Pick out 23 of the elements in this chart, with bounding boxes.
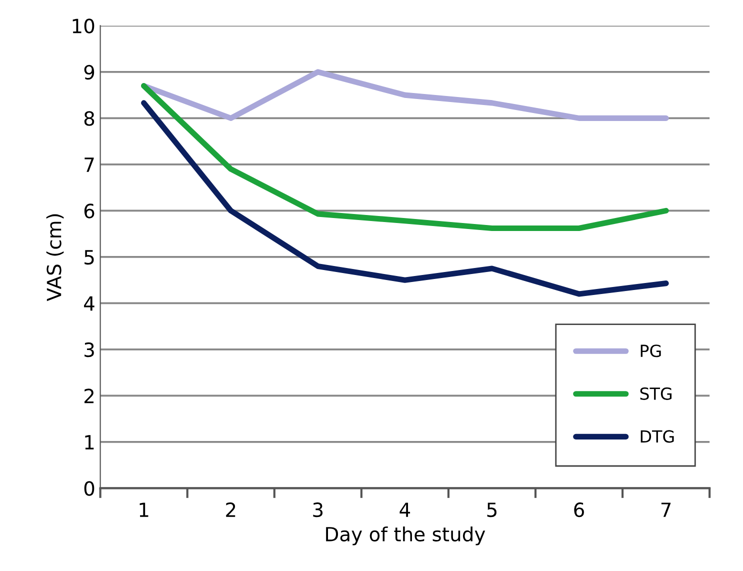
y-tick-label: 3 bbox=[84, 342, 94, 358]
legend-label: DTG bbox=[640, 430, 674, 443]
y-tick-label: 4 bbox=[84, 296, 94, 311]
y-tick-label: 6 bbox=[84, 204, 94, 218]
legend-label: STG bbox=[640, 387, 672, 400]
x-tick-label: 2 bbox=[226, 502, 236, 517]
y-tick-label: 5 bbox=[84, 250, 94, 265]
x-tick-label: 3 bbox=[313, 502, 323, 518]
x-tick-label: 4 bbox=[400, 502, 410, 517]
y-tick-label: 8 bbox=[84, 111, 94, 126]
x-tick-label: 6 bbox=[574, 502, 584, 518]
x-axis-title: Day of the study bbox=[326, 526, 486, 546]
legend-label: PG bbox=[640, 344, 661, 358]
y-tick-label: 0 bbox=[84, 481, 94, 496]
x-tick-label: 1 bbox=[140, 502, 148, 517]
y-tick-label: 10 bbox=[72, 18, 94, 34]
y-tick-label: 1 bbox=[85, 435, 94, 450]
x-tick-label: 5 bbox=[487, 502, 496, 518]
y-tick-label: 2 bbox=[84, 388, 94, 404]
y-tick-label: 7 bbox=[84, 158, 94, 172]
y-tick-label: 9 bbox=[84, 64, 94, 80]
x-tick-label: 7 bbox=[661, 502, 671, 517]
y-axis-title: VAS (cm) bbox=[46, 214, 64, 302]
